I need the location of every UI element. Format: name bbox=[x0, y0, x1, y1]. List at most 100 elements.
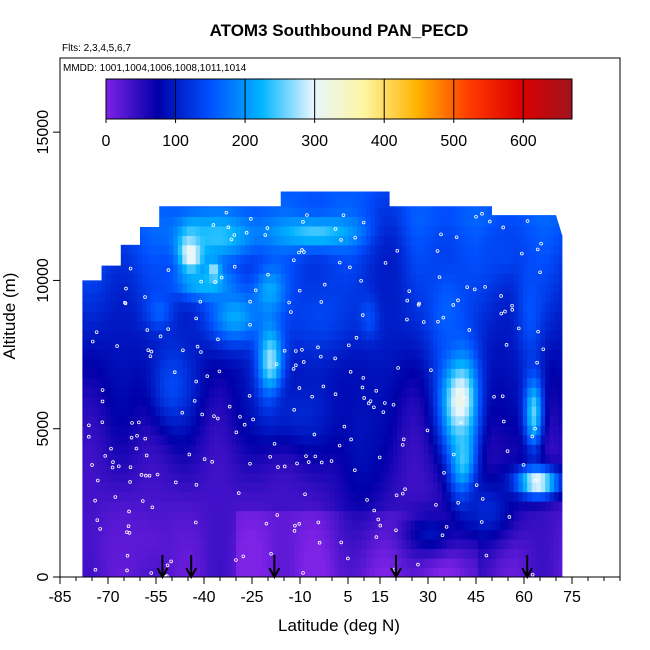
heatmap-cell bbox=[356, 191, 363, 198]
heatmap-cell bbox=[428, 254, 434, 265]
heatmap-cell bbox=[325, 520, 331, 531]
heatmap-cell bbox=[365, 244, 371, 255]
heatmap-cell bbox=[321, 235, 327, 246]
heatmap-cell bbox=[204, 292, 210, 303]
heatmap-cell bbox=[477, 358, 483, 369]
heatmap-cell bbox=[253, 254, 259, 265]
heatmap-cell bbox=[258, 396, 264, 407]
heatmap-cell bbox=[128, 567, 134, 577]
heatmap-cell bbox=[186, 434, 192, 445]
heatmap-cell bbox=[424, 263, 430, 274]
heatmap-cell bbox=[267, 358, 273, 369]
heatmap-cell bbox=[374, 377, 380, 388]
heatmap-cell bbox=[298, 520, 304, 531]
heatmap-cell bbox=[258, 463, 264, 474]
heatmap-cell bbox=[101, 567, 107, 577]
heatmap-cell bbox=[244, 320, 251, 331]
heatmap-cell bbox=[240, 273, 246, 284]
heatmap-cell bbox=[110, 396, 116, 407]
heatmap-cell bbox=[495, 453, 501, 464]
heatmap-cell bbox=[455, 311, 461, 322]
heatmap-cell bbox=[213, 216, 219, 227]
heatmap-cell bbox=[460, 206, 466, 217]
heatmap-cell bbox=[213, 415, 219, 426]
heatmap-cell bbox=[137, 292, 143, 303]
heatmap-cell bbox=[388, 292, 394, 303]
heatmap-cell bbox=[312, 415, 318, 426]
heatmap-cell bbox=[159, 482, 165, 493]
heatmap-cell bbox=[231, 358, 237, 369]
colorbar-tick-label: 400 bbox=[371, 133, 398, 150]
heatmap-cell bbox=[132, 463, 139, 474]
heatmap-cell bbox=[549, 368, 555, 379]
heatmap-cell bbox=[374, 349, 380, 360]
sample-point bbox=[312, 432, 317, 437]
heatmap-cell bbox=[307, 387, 313, 398]
heatmap-cell bbox=[316, 529, 322, 540]
heatmap-cell bbox=[128, 311, 134, 322]
heatmap-cell bbox=[482, 396, 488, 407]
heatmap-cell bbox=[433, 434, 439, 445]
sample-point bbox=[465, 285, 470, 289]
heatmap-cell bbox=[437, 358, 443, 369]
heatmap-cell bbox=[334, 406, 340, 417]
heatmap-cell bbox=[522, 482, 528, 493]
heatmap-cell bbox=[446, 539, 452, 550]
heatmap-cell bbox=[83, 396, 89, 407]
heatmap-cell bbox=[383, 453, 389, 464]
heatmap-cell bbox=[379, 510, 385, 521]
heatmap-cell bbox=[491, 301, 497, 312]
heatmap-cell bbox=[244, 567, 251, 577]
heatmap-cell bbox=[522, 425, 528, 436]
heatmap-cell bbox=[240, 358, 246, 369]
heatmap-cell bbox=[424, 254, 430, 265]
heatmap-cell bbox=[218, 510, 224, 521]
heatmap-cell bbox=[182, 330, 188, 341]
heatmap-cell bbox=[231, 548, 237, 559]
heatmap-cell bbox=[392, 396, 398, 407]
heatmap-cell bbox=[428, 358, 434, 369]
heatmap-cell bbox=[379, 254, 385, 265]
heatmap-cell bbox=[191, 244, 197, 255]
heatmap-cell bbox=[374, 444, 380, 455]
heatmap-cell bbox=[258, 339, 264, 350]
heatmap-cell bbox=[486, 453, 492, 464]
heatmap-cell bbox=[491, 358, 497, 369]
heatmap-cell bbox=[339, 425, 345, 436]
heatmap-cell bbox=[298, 444, 304, 455]
heatmap-cell bbox=[244, 225, 251, 236]
heatmap-cell bbox=[92, 567, 98, 577]
heatmap-cell bbox=[460, 244, 466, 255]
heatmap-cell bbox=[168, 235, 174, 246]
heatmap-cell bbox=[361, 197, 367, 208]
heatmap-cell bbox=[280, 263, 286, 274]
heatmap-cell bbox=[433, 320, 439, 331]
heatmap-cell bbox=[128, 558, 134, 569]
heatmap-cell bbox=[227, 254, 233, 265]
heatmap-cell bbox=[419, 387, 425, 398]
heatmap-cell bbox=[504, 292, 510, 303]
heatmap-cell bbox=[397, 567, 403, 577]
heatmap-cell bbox=[361, 301, 367, 312]
heatmap-cell bbox=[486, 529, 492, 540]
sample-point bbox=[319, 354, 323, 359]
heatmap-cell bbox=[82, 425, 85, 436]
sample-point bbox=[143, 436, 148, 441]
heatmap-cell bbox=[244, 444, 251, 455]
heatmap-cell bbox=[182, 349, 188, 360]
heatmap-cell bbox=[370, 529, 376, 540]
heatmap-cell bbox=[227, 377, 233, 388]
heatmap-cell bbox=[392, 225, 398, 236]
heatmap-cell bbox=[280, 463, 286, 474]
heatmap-cell bbox=[155, 235, 161, 246]
heatmap-cell bbox=[312, 444, 318, 455]
heatmap-cell bbox=[222, 425, 228, 436]
heatmap-cell bbox=[209, 415, 215, 426]
heatmap-cell bbox=[392, 539, 398, 550]
x-tick-label: 60 bbox=[515, 589, 533, 606]
heatmap-cell bbox=[168, 463, 174, 474]
heatmap-cell bbox=[267, 472, 273, 483]
heatmap-cell bbox=[303, 206, 309, 217]
heatmap-cell bbox=[173, 263, 179, 274]
heatmap-cell bbox=[253, 558, 259, 569]
